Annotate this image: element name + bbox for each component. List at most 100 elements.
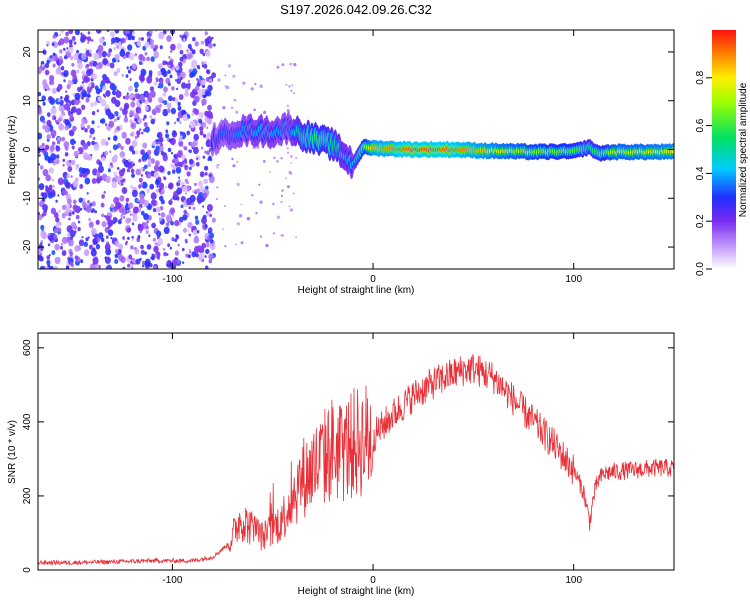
noise-speck bbox=[46, 259, 51, 265]
noise-speck bbox=[95, 219, 100, 225]
noise-speck bbox=[81, 70, 86, 75]
noise-speck bbox=[168, 64, 171, 68]
noise-speck bbox=[177, 150, 183, 157]
noise-speck bbox=[54, 228, 59, 234]
noise-speck bbox=[233, 98, 237, 102]
noise-speck bbox=[70, 56, 74, 61]
noise-speck bbox=[58, 58, 64, 65]
noise-speck bbox=[54, 119, 58, 123]
noise-speck bbox=[154, 107, 158, 112]
noise-speck bbox=[70, 221, 77, 229]
noise-speck bbox=[171, 159, 176, 164]
noise-speck bbox=[53, 162, 56, 166]
noise-speck bbox=[203, 63, 208, 69]
noise-speck bbox=[161, 68, 165, 73]
noise-speck bbox=[72, 204, 79, 212]
noise-speck bbox=[38, 214, 43, 221]
noise-speck bbox=[38, 248, 42, 256]
noise-speck bbox=[47, 192, 54, 199]
noise-speck bbox=[100, 202, 105, 208]
noise-speck bbox=[123, 216, 126, 219]
noise-speck bbox=[96, 236, 101, 242]
noise-speck bbox=[130, 245, 134, 250]
noise-speck bbox=[55, 217, 60, 223]
noise-speck bbox=[195, 162, 200, 167]
noise-speck bbox=[95, 243, 101, 250]
noise-speck bbox=[107, 219, 114, 227]
noise-speck bbox=[202, 52, 206, 57]
noise-speck bbox=[47, 236, 51, 240]
noise-speck bbox=[178, 140, 184, 147]
noise-speck bbox=[88, 217, 91, 222]
noise-speck bbox=[288, 205, 291, 208]
noise-speck bbox=[72, 125, 77, 132]
noise-speck bbox=[105, 214, 111, 222]
noise-speck bbox=[86, 93, 91, 99]
noise-speck bbox=[129, 213, 132, 217]
noise-speck bbox=[126, 161, 133, 169]
noise-speck bbox=[286, 151, 290, 154]
noise-speck bbox=[253, 108, 256, 112]
noise-speck bbox=[165, 185, 168, 189]
noise-speck bbox=[280, 200, 283, 204]
noise-speck bbox=[129, 119, 133, 124]
noise-speck bbox=[119, 107, 123, 111]
noise-speck bbox=[174, 97, 179, 103]
noise-speck bbox=[51, 42, 55, 46]
noise-speck bbox=[131, 173, 135, 178]
noise-speck bbox=[122, 266, 126, 269]
noise-speck bbox=[71, 159, 76, 166]
noise-speck bbox=[102, 151, 105, 155]
noise-speck bbox=[203, 215, 206, 219]
noise-speck bbox=[205, 42, 209, 47]
noise-speck bbox=[49, 75, 55, 82]
noise-speck bbox=[124, 30, 131, 35]
noise-speck bbox=[145, 225, 149, 230]
noise-speck bbox=[77, 220, 81, 224]
noise-speck bbox=[167, 170, 171, 176]
noise-speck bbox=[144, 41, 150, 48]
noise-speck bbox=[286, 109, 290, 113]
noise-speck bbox=[134, 113, 139, 119]
noise-speck bbox=[57, 136, 61, 142]
noise-speck bbox=[113, 71, 118, 77]
noise-speck bbox=[179, 76, 183, 81]
noise-speck bbox=[192, 206, 196, 211]
noise-speck bbox=[63, 79, 66, 83]
noise-speck bbox=[78, 239, 85, 247]
noise-speck bbox=[160, 150, 165, 156]
noise-speck bbox=[204, 255, 207, 258]
noise-speck bbox=[204, 172, 208, 176]
noise-speck bbox=[91, 111, 96, 116]
noise-speck bbox=[68, 47, 74, 54]
noise-speck bbox=[85, 205, 92, 213]
noise-speck bbox=[90, 228, 97, 236]
noise-speck bbox=[62, 163, 65, 167]
noise-speck bbox=[256, 145, 260, 149]
noise-speck bbox=[84, 48, 88, 51]
noise-speck bbox=[83, 75, 90, 83]
noise-speck bbox=[203, 178, 208, 184]
noise-speck bbox=[50, 153, 57, 161]
noise-speck bbox=[126, 168, 130, 173]
noise-speck bbox=[272, 232, 275, 235]
noise-speck bbox=[131, 63, 137, 70]
noise-speck bbox=[40, 265, 44, 269]
noise-speck bbox=[153, 171, 160, 179]
noise-speck bbox=[144, 164, 148, 169]
y-tick-label: 20 bbox=[22, 46, 33, 58]
noise-speck bbox=[54, 266, 58, 269]
noise-speck bbox=[204, 265, 209, 269]
noise-speck bbox=[71, 145, 75, 150]
noise-speck bbox=[72, 180, 79, 188]
noise-speck bbox=[232, 164, 236, 168]
noise-speck bbox=[147, 149, 152, 156]
noise-speck bbox=[286, 147, 289, 150]
noise-speck bbox=[211, 217, 216, 223]
noise-speck bbox=[114, 248, 119, 254]
noise-speck bbox=[41, 95, 46, 102]
noise-speck bbox=[91, 201, 96, 207]
noise-speck bbox=[143, 213, 149, 221]
noise-speck bbox=[187, 254, 191, 259]
noise-speck bbox=[42, 169, 49, 177]
